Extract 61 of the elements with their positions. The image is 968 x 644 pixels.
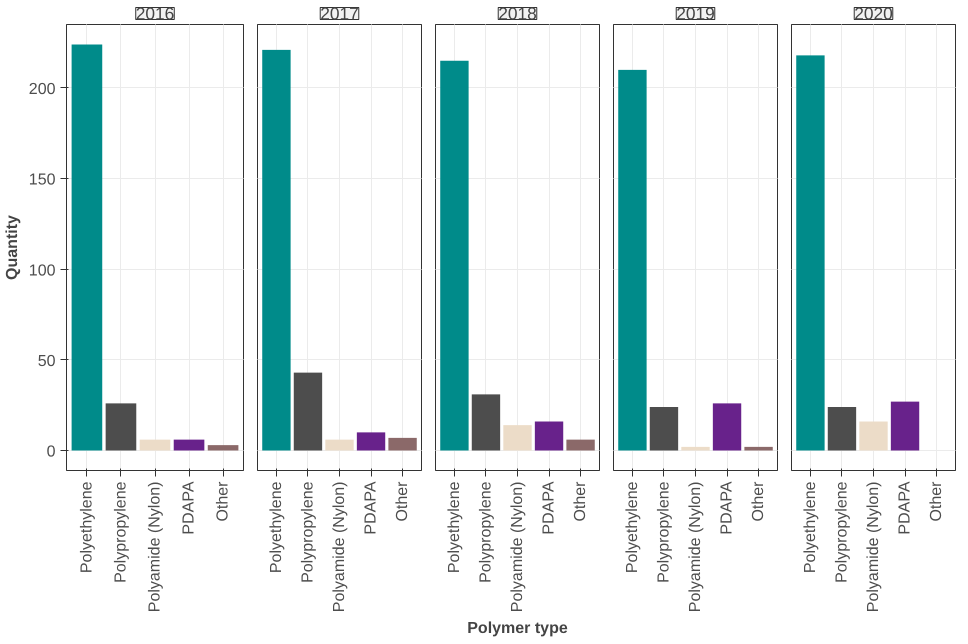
x-tick-label: Polyethylene [446, 481, 463, 574]
bar [503, 425, 532, 451]
x-tick-label: Other [572, 480, 590, 522]
bar [859, 422, 888, 451]
bar [618, 70, 647, 451]
x-axis-title: Polymer type [467, 620, 568, 638]
bar [744, 446, 773, 451]
bar [356, 432, 386, 451]
bar [796, 55, 825, 451]
x-tick-label: Polyethylene [802, 481, 819, 574]
bar [140, 440, 170, 451]
bar [174, 440, 204, 451]
x-tick-label: Polyethylene [268, 481, 285, 574]
x-tick-label: Polyamide (Nylon) [146, 481, 164, 612]
bar [650, 407, 678, 451]
bar [828, 407, 856, 451]
x-tick-label: Polypropylene [655, 481, 672, 583]
x-tick-label: PDAPA [540, 481, 558, 535]
y-tick-label: 150 [28, 172, 56, 189]
x-tick-label: Other [750, 480, 768, 522]
y-tick-label: 100 [28, 262, 56, 280]
chart-title: 2017 [320, 4, 359, 24]
bar [294, 372, 322, 451]
x-tick-label: Polypropylene [477, 481, 494, 583]
bar [208, 445, 238, 451]
chart-title: 2018 [498, 4, 537, 24]
y-axis-title: Quantity [4, 214, 21, 280]
bar [890, 402, 920, 451]
bar [388, 438, 417, 451]
chart-title: 2019 [676, 4, 715, 24]
x-tick-label: Polyethylene [624, 481, 641, 574]
bar [566, 440, 595, 451]
x-tick-label: Polypropylene [112, 481, 130, 583]
bar [72, 44, 102, 451]
x-tick-label: Polyamide (Nylon) [331, 481, 348, 612]
x-tick-label: PDAPA [718, 481, 736, 535]
x-tick-label: Polyamide (Nylon) [865, 481, 882, 612]
x-tick-label: PDAPA [362, 481, 380, 535]
y-tick-label: 50 [38, 352, 56, 370]
y-tick-label: 0 [46, 444, 56, 461]
x-tick-label: Polypropylene [833, 481, 850, 583]
x-tick-label: Polyethylene [78, 481, 96, 574]
x-tick-label: PDAPA [180, 481, 198, 535]
bar [472, 394, 500, 451]
chart-title: 2020 [854, 4, 893, 24]
bar [262, 50, 291, 451]
x-tick-label: Polyamide (Nylon) [509, 481, 526, 612]
bar [534, 422, 564, 451]
bar [712, 403, 742, 451]
x-tick-label: Polypropylene [299, 481, 316, 583]
bar [440, 60, 469, 451]
x-tick-label: Polyamide (Nylon) [687, 481, 704, 612]
bar [681, 446, 710, 451]
bar [325, 440, 354, 451]
y-tick-label: 200 [28, 80, 56, 98]
x-tick-label: Other [214, 480, 232, 522]
x-tick-label: Other [928, 480, 946, 522]
x-tick-label: Other [394, 480, 412, 522]
bar [106, 403, 136, 451]
x-tick-label: PDAPA [896, 481, 914, 535]
chart-title: 2016 [136, 4, 174, 24]
